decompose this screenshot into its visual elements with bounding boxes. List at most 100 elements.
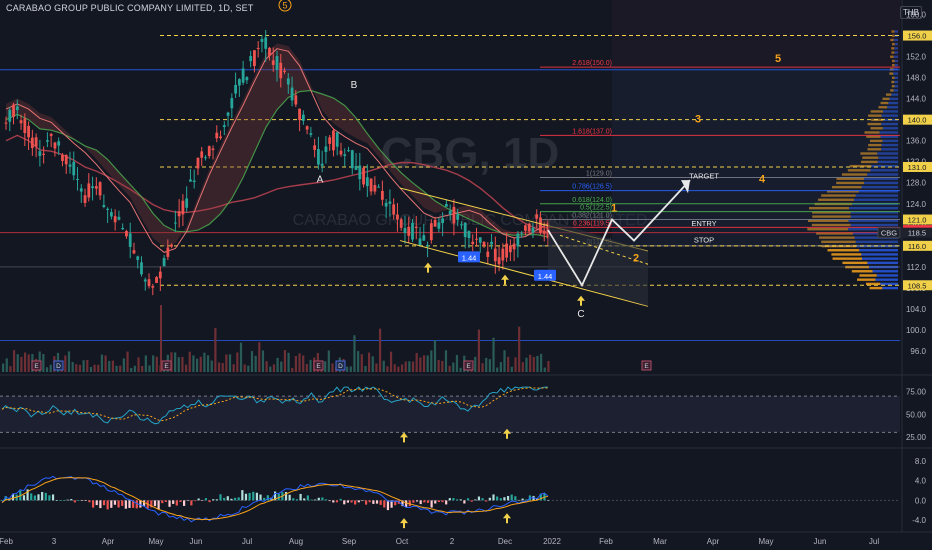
watermark-symbol: CBG, 1D bbox=[381, 129, 559, 178]
volume-bar bbox=[547, 361, 549, 372]
macd-histogram-bar bbox=[547, 500, 549, 501]
x-tick-label: Feb bbox=[0, 537, 13, 546]
candle-body bbox=[61, 155, 64, 161]
candle-body bbox=[257, 48, 260, 49]
x-tick-label: 3 bbox=[52, 537, 57, 546]
volume-bar bbox=[408, 361, 410, 372]
volume-bar bbox=[324, 361, 326, 372]
macd-signal-line bbox=[2, 478, 548, 520]
volume-bar bbox=[269, 367, 271, 372]
macd-histogram-bar bbox=[507, 496, 509, 500]
macd-histogram-bar bbox=[37, 494, 39, 500]
volume-bar bbox=[511, 367, 513, 372]
volume-bar bbox=[258, 342, 260, 372]
ratio-badge-label: 1.44 bbox=[462, 253, 477, 262]
candle-body bbox=[242, 69, 245, 83]
candle-body bbox=[479, 237, 482, 242]
candle-body bbox=[336, 132, 339, 146]
volume-bar bbox=[247, 366, 249, 372]
volume-bar bbox=[394, 364, 396, 372]
macd-histogram-bar bbox=[292, 498, 294, 500]
candle-body bbox=[245, 77, 248, 80]
macd-histogram-bar bbox=[452, 498, 454, 500]
volume-bar bbox=[75, 364, 77, 372]
macd-histogram-bar bbox=[241, 490, 243, 500]
macd-arrow bbox=[400, 518, 408, 528]
candle-body bbox=[20, 120, 23, 123]
volume-bar bbox=[104, 355, 106, 372]
macd-histogram-bar bbox=[372, 500, 374, 504]
candle-body bbox=[125, 231, 128, 236]
macd-histogram-bar bbox=[445, 500, 447, 504]
y-tick-label: 124.0 bbox=[906, 200, 927, 209]
candle-body bbox=[366, 177, 369, 186]
price-level-tag-label: 116.0 bbox=[908, 242, 926, 251]
rsi-tick-label: 75.00 bbox=[906, 388, 927, 397]
volume-bar bbox=[64, 355, 66, 372]
volume-bar bbox=[372, 356, 374, 372]
macd-histogram-bar bbox=[245, 494, 247, 501]
candle-body bbox=[46, 140, 49, 142]
event-marker-label: D bbox=[338, 363, 343, 370]
macd-histogram-bar bbox=[416, 500, 418, 501]
macd-histogram-bar bbox=[474, 499, 476, 500]
macd-histogram-bar bbox=[67, 500, 69, 501]
candle-body bbox=[325, 146, 328, 152]
candle-body bbox=[208, 146, 211, 156]
candle-body bbox=[422, 235, 425, 240]
rsi-tick-label: 25.00 bbox=[906, 433, 927, 442]
event-marker-label: E bbox=[644, 363, 649, 370]
candle-body bbox=[144, 280, 147, 282]
volume-bar bbox=[229, 354, 231, 372]
volume-bar bbox=[478, 330, 480, 372]
macd-histogram-bar bbox=[259, 495, 261, 501]
volume-profile-bar bbox=[842, 262, 867, 264]
volume-bar bbox=[126, 352, 128, 372]
macd-histogram-bar bbox=[456, 499, 458, 500]
volume-bar bbox=[302, 355, 304, 372]
volume-bar bbox=[203, 353, 205, 372]
volume-bar bbox=[2, 364, 4, 372]
volume-profile-bar bbox=[880, 283, 898, 285]
macd-histogram-bar bbox=[289, 495, 291, 501]
volume-bar bbox=[412, 362, 414, 372]
macd-histogram-bar bbox=[23, 495, 25, 500]
volume-bar bbox=[419, 358, 421, 372]
volume-bar bbox=[489, 359, 491, 372]
candle-body bbox=[38, 151, 41, 156]
y-tick-label: 96.0 bbox=[910, 347, 926, 356]
volume-bar bbox=[401, 364, 403, 372]
macd-histogram-bar bbox=[48, 495, 50, 500]
event-marker-label: D bbox=[56, 363, 61, 370]
volume-bar bbox=[130, 368, 132, 372]
candle-body bbox=[193, 181, 196, 182]
candle-body bbox=[426, 245, 429, 246]
candle-body bbox=[358, 165, 361, 179]
volume-bar bbox=[108, 361, 110, 372]
macd-histogram-bar bbox=[198, 499, 200, 501]
candle-body bbox=[136, 256, 139, 260]
candle-body bbox=[276, 56, 279, 70]
candle-body bbox=[253, 50, 256, 66]
volume-bar bbox=[119, 366, 121, 372]
candle-body bbox=[543, 231, 546, 234]
volume-bar bbox=[192, 355, 194, 372]
volume-profile-bar bbox=[857, 278, 875, 280]
candle-body bbox=[129, 233, 132, 247]
macd-histogram-bar bbox=[183, 500, 185, 506]
macd-histogram-bar bbox=[45, 493, 47, 501]
volume-bar bbox=[225, 355, 227, 372]
macd-histogram-bar bbox=[449, 498, 451, 500]
macd-histogram-bar bbox=[168, 500, 170, 506]
volume-bar bbox=[522, 362, 524, 372]
x-tick-label: 2022 bbox=[543, 537, 561, 546]
candle-body bbox=[347, 150, 350, 151]
y-tick-label: 100.0 bbox=[906, 326, 927, 335]
candle-body bbox=[302, 115, 305, 121]
candle-body bbox=[279, 63, 282, 78]
ratio-badge-label: 1.44 bbox=[538, 272, 553, 281]
candle-body bbox=[449, 211, 452, 215]
volume-bar bbox=[544, 368, 546, 372]
volume-bar bbox=[137, 357, 139, 372]
